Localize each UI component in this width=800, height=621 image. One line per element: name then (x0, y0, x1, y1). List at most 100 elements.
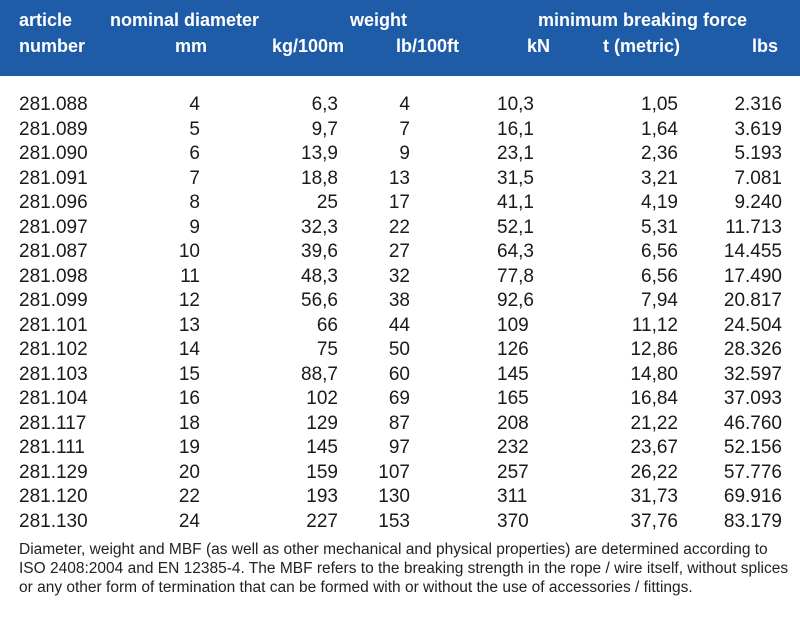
cell-lb-100ft: 4 (399, 94, 410, 115)
cell-lb-100ft: 97 (388, 437, 410, 458)
cell-lbs: 83.179 (723, 510, 782, 532)
cell-mm: 19 (178, 437, 200, 458)
cell-lb-100ft: 17 (388, 192, 410, 213)
cell-t-metric: 23,67 (630, 437, 678, 458)
cell-kn: 232 (497, 437, 529, 458)
cell-mm: 16 (178, 388, 200, 409)
cell-t-metric: 7,94 (641, 290, 678, 311)
cell-lb-100ft: 38 (388, 290, 410, 311)
cell-lb-100ft: 9 (399, 143, 410, 164)
cell-t-metric: 2,36 (641, 143, 678, 164)
cell-article: 281.090 (19, 143, 88, 164)
cell-kg-100m: 6,3 (311, 94, 338, 115)
cell-kg-100m: 39,6 (301, 241, 338, 262)
table-row: 281.097 9 32,3 22 52,1 5,31 11.713 (0, 216, 800, 241)
table-row: 281.091 7 18,8 13 31,5 3,21 7.081 (0, 167, 800, 192)
header-kg-per-100m: kg/100m (272, 36, 345, 56)
table-row: 281.103 15 88,7 60 145 14,80 32.597 (0, 363, 800, 388)
cell-t-metric: 16,84 (630, 388, 678, 409)
cell-lb-100ft: 69 (388, 388, 410, 409)
cell-mm: 4 (189, 94, 200, 115)
table-row: 281.089 5 9,7 7 16,1 1,64 3.619 (0, 118, 800, 143)
table-row: 281.120 22 193 130 311 31,73 69.916 (0, 485, 800, 510)
header-lb-per-100ft: lb/100ft (396, 36, 460, 56)
cell-lbs: 20.817 (723, 290, 782, 311)
cell-lbs: 11.713 (725, 216, 782, 238)
cell-t-metric: 1,64 (641, 118, 678, 140)
table-row: 281.087 10 39,6 27 64,3 6,56 14.455 (0, 240, 800, 265)
table-row: 281.090 6 13,9 9 23,1 2,36 5.193 (0, 142, 800, 167)
header-mm: mm (175, 36, 208, 56)
cell-mm: 18 (178, 412, 200, 434)
cell-lb-100ft: 107 (378, 461, 410, 483)
cell-article: 281.091 (19, 167, 88, 189)
cell-kn: 92,6 (497, 290, 534, 311)
cell-kn: 16,1 (497, 118, 534, 140)
cell-mm: 8 (189, 192, 200, 213)
cell-t-metric: 31,73 (630, 486, 678, 507)
cell-t-metric: 26,22 (630, 461, 678, 483)
cell-lbs: 2.316 (734, 94, 782, 115)
cell-kn: 109 (497, 314, 529, 336)
cell-mm: 9 (189, 216, 200, 238)
header-t-metric: t (metric) (603, 36, 681, 56)
cell-lb-100ft: 50 (388, 339, 410, 360)
cell-article: 281.096 (19, 192, 88, 213)
cell-t-metric: 3,21 (641, 167, 678, 189)
table-row: 281.117 18 129 87 208 21,22 46.760 (0, 412, 800, 437)
cell-article: 281.129 (19, 461, 88, 483)
cell-mm: 5 (189, 118, 200, 140)
cell-kg-100m: 9,7 (311, 118, 338, 140)
header-minimum-breaking-force: minimum breaking force (538, 10, 748, 30)
table-row: 281.130 24 227 153 370 37,76 83.179 (0, 510, 800, 535)
table-row: 281.098 11 48,3 32 77,8 6,56 17.490 (0, 265, 800, 290)
cell-article: 281.098 (19, 265, 88, 287)
cell-kg-100m: 227 (306, 510, 338, 532)
cell-kg-100m: 56,6 (301, 290, 338, 311)
cell-article: 281.117 (19, 412, 87, 434)
cell-lbs: 17.490 (723, 265, 782, 287)
cell-article: 281.089 (19, 118, 88, 140)
cell-mm: 6 (189, 143, 200, 164)
cell-kg-100m: 13,9 (301, 143, 338, 164)
cell-t-metric: 6,56 (641, 265, 678, 287)
cell-t-metric: 12,86 (630, 339, 678, 360)
cell-lbs: 46.760 (723, 412, 782, 434)
cell-article: 281.097 (19, 216, 88, 238)
cell-kn: 31,5 (497, 167, 534, 189)
cell-lbs: 14.455 (723, 241, 782, 262)
cell-kn: 257 (497, 461, 529, 483)
cell-kn: 165 (497, 388, 529, 409)
footnote: Diameter, weight and MBF (as well as oth… (19, 541, 789, 596)
cell-t-metric: 4,19 (641, 192, 678, 213)
cell-mm: 20 (178, 461, 200, 483)
cell-mm: 7 (189, 167, 200, 189)
cell-t-metric: 14,80 (630, 363, 678, 385)
cell-t-metric: 37,76 (630, 510, 678, 532)
cell-t-metric: 5,31 (641, 216, 678, 238)
cell-lbs: 32.597 (723, 363, 782, 385)
cell-article: 281.120 (19, 486, 88, 507)
cell-lb-100ft: 13 (388, 167, 410, 189)
header-number: number (19, 36, 86, 56)
cell-mm: 14 (178, 339, 200, 360)
cell-article: 281.102 (19, 339, 88, 360)
cell-lb-100ft: 22 (388, 216, 410, 238)
cell-kg-100m: 18,8 (301, 167, 338, 189)
cell-kg-100m: 102 (306, 388, 338, 409)
cell-t-metric: 11,12 (631, 314, 678, 336)
cell-kg-100m: 66 (316, 314, 338, 336)
table-header: article number nominal diameter mm weigh… (0, 0, 800, 76)
table-row: 281.111 19 145 97 232 23,67 52.156 (0, 436, 800, 461)
cell-article: 281.099 (19, 290, 88, 311)
cell-article: 281.087 (19, 241, 88, 262)
cell-lbs: 5.193 (734, 143, 782, 164)
cell-lbs: 28.326 (723, 339, 782, 360)
table-row: 281.101 13 66 44 109 11,12 24.504 (0, 314, 800, 339)
cell-kn: 41,1 (497, 192, 534, 213)
cell-lbs: 37.093 (723, 388, 782, 409)
cell-mm: 22 (178, 486, 200, 507)
cell-lbs: 24.504 (723, 314, 782, 336)
table-row: 281.102 14 75 50 126 12,86 28.326 (0, 338, 800, 363)
cell-kn: 145 (497, 363, 529, 385)
